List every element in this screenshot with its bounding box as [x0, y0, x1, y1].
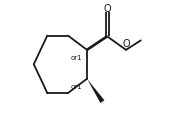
Text: or1: or1 — [71, 84, 83, 90]
Polygon shape — [86, 35, 108, 51]
Polygon shape — [87, 79, 104, 103]
Text: or1: or1 — [71, 55, 83, 61]
Text: O: O — [103, 4, 111, 14]
Text: O: O — [122, 39, 130, 49]
